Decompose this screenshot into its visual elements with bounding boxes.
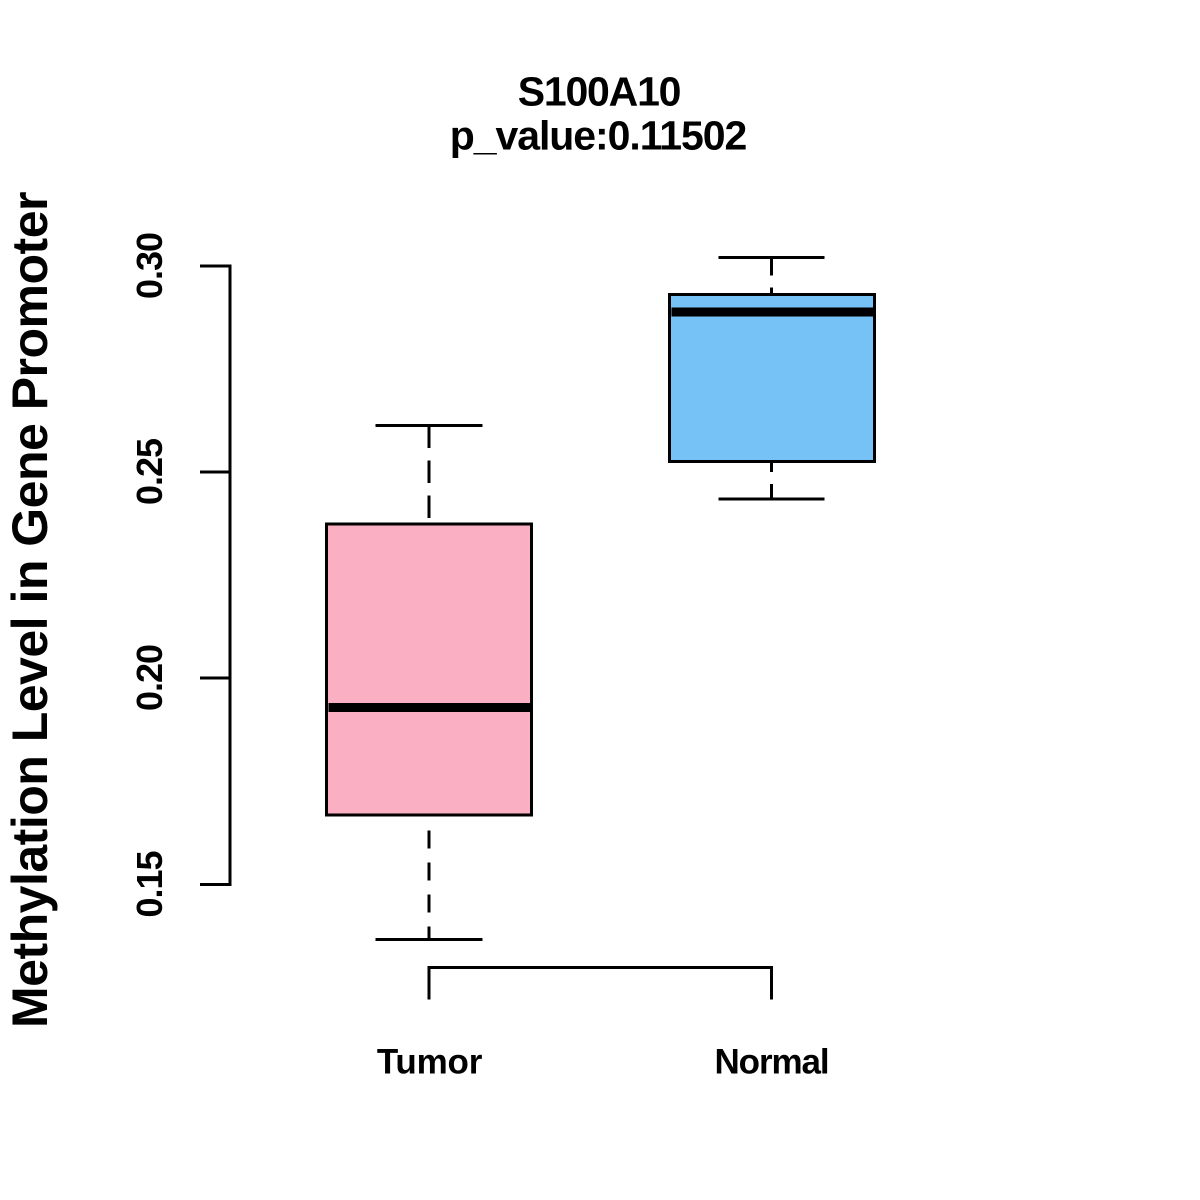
svg-text:Methylation Level in Gene Prom: Methylation Level in Gene Promoter <box>2 192 58 1028</box>
svg-text:p_value:0.11502: p_value:0.11502 <box>450 113 747 159</box>
svg-text:0.15: 0.15 <box>129 850 170 917</box>
svg-text:Tumor: Tumor <box>377 1043 483 1082</box>
svg-text:0.30: 0.30 <box>129 233 170 299</box>
svg-text:S100A10: S100A10 <box>518 69 681 115</box>
svg-text:Normal: Normal <box>715 1043 829 1082</box>
svg-text:0.20: 0.20 <box>129 645 170 711</box>
svg-text:0.25: 0.25 <box>129 438 170 505</box>
